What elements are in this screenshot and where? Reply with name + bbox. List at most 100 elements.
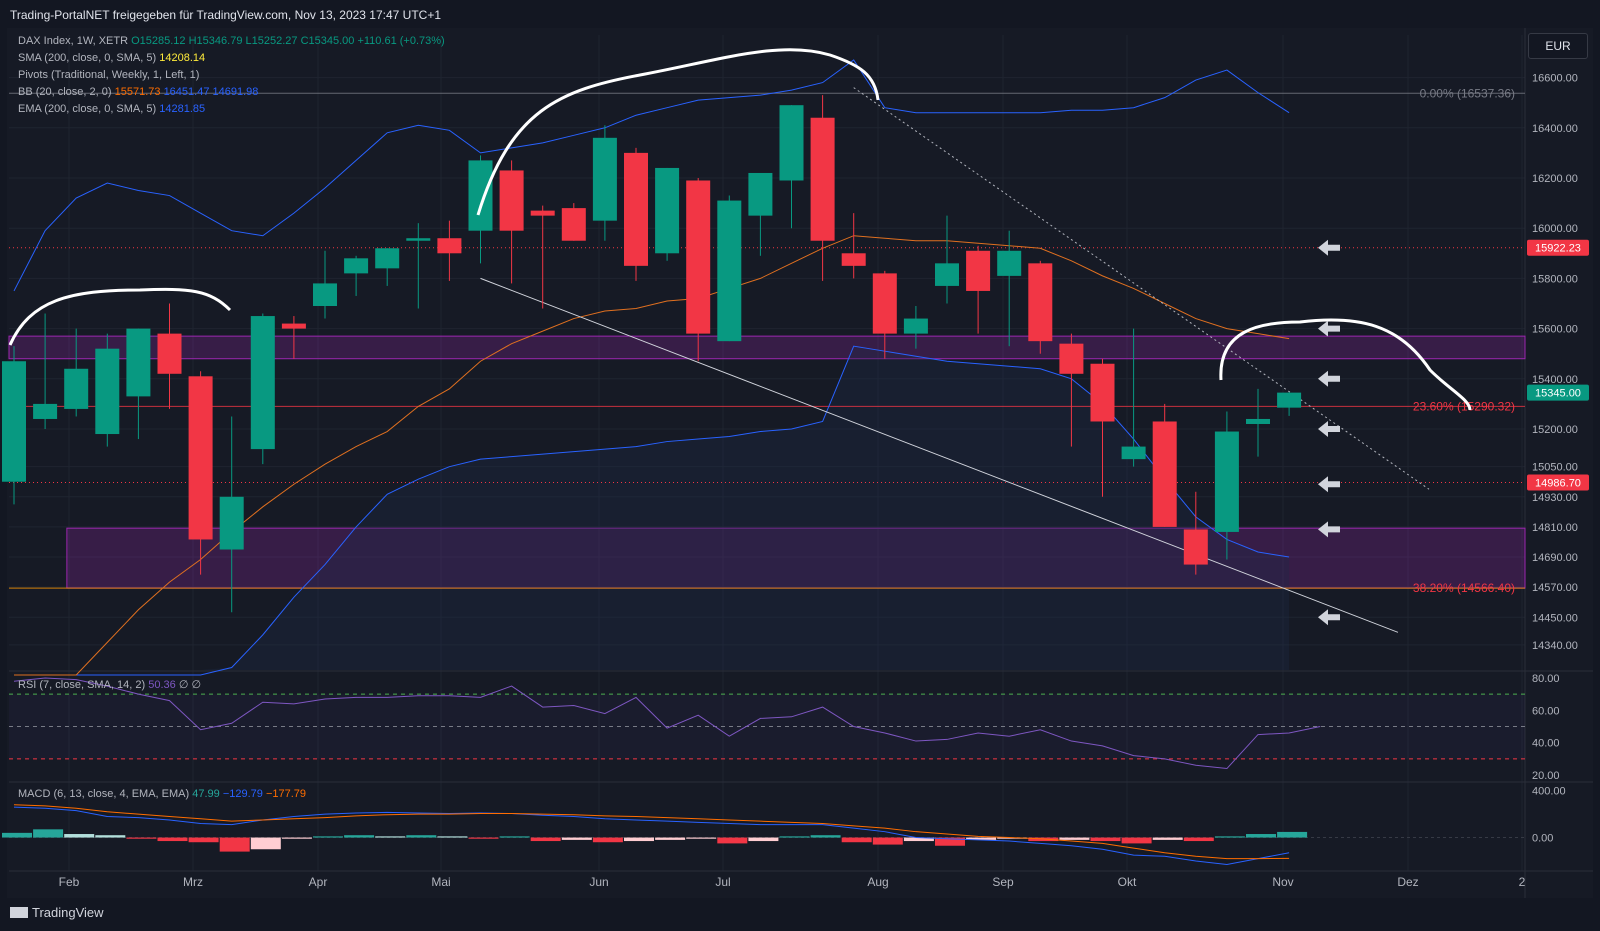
macd-histogram-bar bbox=[935, 837, 965, 846]
legend-ema-label: EMA (200, close, 0, SMA, 5) bbox=[18, 103, 157, 115]
macd-legend-hist: 47.99 bbox=[192, 788, 220, 800]
legend-pivots[interactable]: Pivots (Traditional, Weekly, 1, Left, 1) bbox=[18, 67, 445, 84]
fib-level-label: 23.60% (15290.32) bbox=[1413, 399, 1515, 413]
fib-level-label: 0.00% (16537.36) bbox=[1420, 86, 1515, 100]
legend-main[interactable]: DAX Index, 1W, XETR O15285.12 H15346.79 … bbox=[18, 33, 445, 50]
macd-histogram-bar bbox=[748, 837, 779, 842]
tradingview-logo-text: TradingView bbox=[32, 905, 104, 920]
candle bbox=[406, 223, 431, 309]
macd-histogram-bar bbox=[2, 832, 32, 838]
price-tag bbox=[1527, 384, 1589, 401]
macd-histogram-bar bbox=[64, 834, 95, 838]
candle-body bbox=[561, 208, 586, 241]
legend-close: C15345.00 bbox=[300, 35, 355, 47]
candle bbox=[655, 167, 680, 261]
macd-histogram-bar bbox=[810, 835, 841, 838]
candle-body bbox=[1183, 529, 1208, 565]
macd-histogram-bar bbox=[1121, 837, 1152, 844]
annotation-curve bbox=[1219, 318, 1472, 411]
arrow-marker bbox=[1318, 320, 1340, 337]
candle-body bbox=[2, 361, 26, 482]
price-axis-label: 15050.00 bbox=[1532, 462, 1578, 474]
arrow-marker bbox=[1318, 239, 1340, 256]
macd-legend-macd: −129.79 bbox=[222, 788, 263, 800]
candle-body bbox=[997, 250, 1022, 276]
candle bbox=[33, 313, 58, 430]
macd-legend-label: MACD (6, 13, close, 4, EMA, EMA) bbox=[18, 788, 190, 800]
macd-legend[interactable]: MACD (6, 13, close, 4, EMA, EMA) 47.99 −… bbox=[18, 786, 306, 803]
candle-body bbox=[592, 137, 617, 221]
legend-ema-value: 14281.85 bbox=[159, 103, 206, 115]
candle bbox=[219, 416, 244, 613]
macd-line bbox=[13, 806, 1290, 865]
candle bbox=[1028, 260, 1053, 354]
macd-histogram-bar bbox=[95, 835, 126, 838]
tradingview-logo: TradingView bbox=[10, 905, 104, 920]
currency-button[interactable]: EUR bbox=[1528, 33, 1588, 59]
candle-body bbox=[1277, 392, 1302, 408]
candle-body bbox=[810, 117, 835, 241]
macd-histogram-bar bbox=[406, 835, 437, 838]
candle bbox=[841, 213, 866, 279]
arrow-marker bbox=[1318, 521, 1340, 538]
macd-histogram-bar bbox=[966, 837, 997, 840]
candle bbox=[1214, 411, 1239, 560]
rsi-band bbox=[9, 694, 1525, 759]
candle-body bbox=[344, 258, 369, 274]
legend-bb-label: BB (20, close, 2, 0) bbox=[18, 86, 112, 98]
price-axis-label: 15600.00 bbox=[1532, 324, 1578, 336]
candle bbox=[530, 205, 555, 309]
time-axis-label: Mrz bbox=[183, 875, 203, 889]
time-axis-label: Aug bbox=[867, 875, 888, 889]
price-axis-label: 15200.00 bbox=[1532, 424, 1578, 436]
legend-pivots-label: Pivots (Traditional, Weekly, 1, Left, 1) bbox=[18, 69, 200, 81]
chart-legend: DAX Index, 1W, XETR O15285.12 H15346.79 … bbox=[18, 33, 445, 118]
candle-body bbox=[188, 376, 213, 540]
candle-body bbox=[499, 170, 524, 231]
candle bbox=[375, 248, 400, 286]
legend-bb-upper: 16451.47 bbox=[163, 86, 210, 98]
rsi-legend[interactable]: RSI (7, close, SMA, 14, 2) 50.36 ∅ ∅ bbox=[18, 677, 201, 694]
candle bbox=[997, 230, 1022, 347]
legend-sma-label: SMA (200, close, 0, SMA, 5) bbox=[18, 52, 157, 64]
macd-histogram-bar bbox=[779, 836, 810, 838]
candle-body bbox=[1246, 418, 1270, 424]
candle bbox=[126, 328, 151, 440]
macd-histogram-bar bbox=[592, 837, 623, 843]
candle-body bbox=[779, 105, 804, 181]
macd-histogram-bar bbox=[1152, 837, 1183, 840]
candle bbox=[935, 215, 959, 304]
candle-body bbox=[313, 283, 337, 307]
price-axis-label: 14340.00 bbox=[1532, 640, 1578, 652]
time-axis-label: 2 bbox=[1519, 875, 1526, 889]
legend-bb[interactable]: BB (20, close, 2, 0) 15571.73 16451.47 1… bbox=[18, 84, 445, 101]
candle-body bbox=[375, 248, 400, 269]
candle bbox=[1152, 403, 1177, 527]
candle-body bbox=[157, 333, 182, 374]
candle-body bbox=[686, 180, 711, 334]
bb-lower-line bbox=[14, 345, 1290, 676]
zone-rect bbox=[66, 527, 1526, 589]
share-header-text: Trading-PortalNET freigegeben für Tradin… bbox=[10, 8, 442, 22]
rsi-legend-value: 50.36 bbox=[148, 679, 176, 691]
candle bbox=[1277, 392, 1302, 416]
legend-sma[interactable]: SMA (200, close, 0, SMA, 5) 14208.14 bbox=[18, 50, 445, 67]
candle bbox=[903, 306, 928, 349]
macd-histogram-bar bbox=[686, 837, 717, 839]
price-axis-label: 16200.00 bbox=[1532, 173, 1578, 185]
macd-histogram-bar bbox=[624, 837, 654, 842]
candle bbox=[717, 195, 742, 342]
time-axis-label: Nov bbox=[1272, 875, 1293, 889]
price-tag-label: 15345.00 bbox=[1535, 388, 1581, 400]
macd-histogram-bar bbox=[717, 837, 748, 844]
price-axis-label: 16000.00 bbox=[1532, 223, 1578, 235]
candle-body bbox=[655, 167, 680, 254]
price-axis-label: 14690.00 bbox=[1532, 552, 1578, 564]
legend-ema[interactable]: EMA (200, close, 0, SMA, 5) 14281.85 bbox=[18, 101, 445, 118]
time-axis-label: Dez bbox=[1397, 875, 1418, 889]
macd-histogram-bar bbox=[1183, 837, 1214, 842]
candle bbox=[64, 328, 89, 417]
candle bbox=[499, 160, 524, 284]
trendline bbox=[853, 87, 1430, 490]
